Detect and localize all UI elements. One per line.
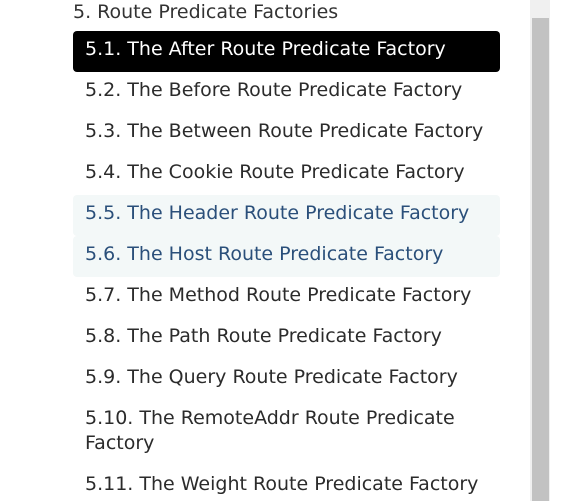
toc-item-weight[interactable]: 5.11. The Weight Route Predicate Factory (85, 473, 479, 495)
table-of-contents: 5. Route Predicate Factories 5.1. The Af… (73, 1, 500, 495)
toc-item-before[interactable]: 5.2. The Before Route Predicate Factory (85, 79, 463, 101)
toc-item-cookie[interactable]: 5.4. The Cookie Route Predicate Factory (85, 161, 465, 183)
toc-item-between[interactable]: 5.3. The Between Route Predicate Factory (85, 120, 484, 142)
toc-item-remoteaddr[interactable]: 5.10. The RemoteAddr Route Predicate Fac… (85, 407, 455, 454)
toc-item-host[interactable]: 5.6. The Host Route Predicate Factory (73, 236, 500, 277)
toc-item-after[interactable]: 5.1. The After Route Predicate Factory (73, 31, 500, 72)
toc-item-method[interactable]: 5.7. The Method Route Predicate Factory (85, 284, 472, 306)
section-title[interactable]: 5. Route Predicate Factories (73, 1, 339, 23)
toc-item-path[interactable]: 5.8. The Path Route Predicate Factory (85, 325, 442, 347)
toc-item-query[interactable]: 5.9. The Query Route Predicate Factory (85, 366, 458, 388)
toc-item-header[interactable]: 5.5. The Header Route Predicate Factory (73, 195, 500, 236)
scrollbar-thumb[interactable] (532, 18, 549, 501)
